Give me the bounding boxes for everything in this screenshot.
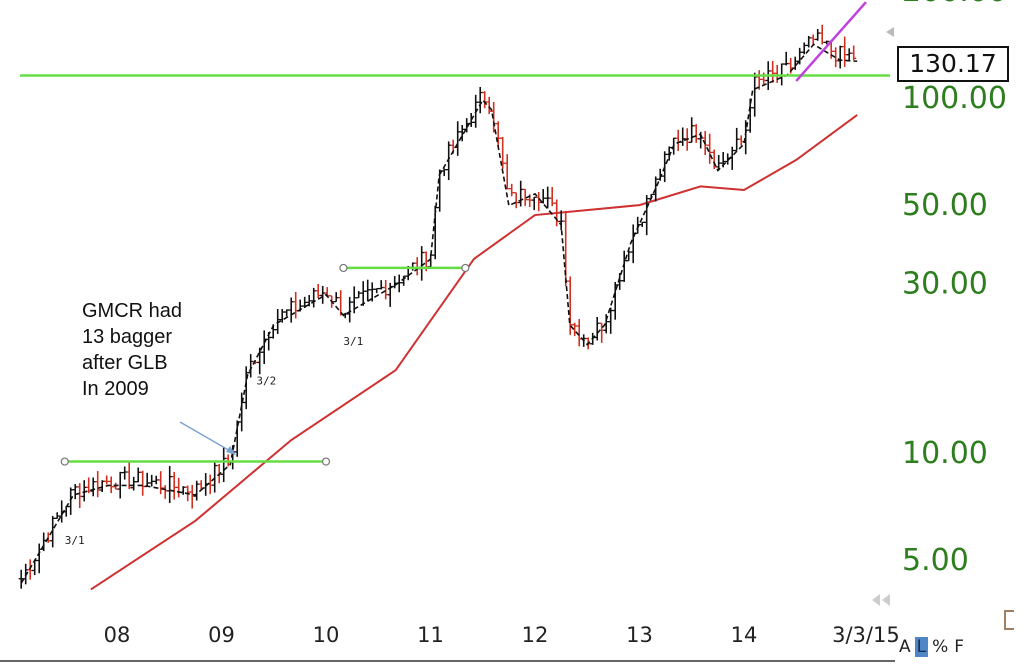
moving-average-line (90, 114, 858, 591)
x-tick-label: 13 (626, 623, 653, 647)
y-tick-label: 10.00 (902, 436, 988, 471)
note-arrow (179, 421, 233, 453)
split-annotation: 3/1 (343, 335, 363, 348)
split-annotation: 3/1 (65, 534, 85, 547)
scroll-left-icon (872, 594, 880, 606)
y-tick-label: 30.00 (902, 267, 988, 302)
x-tick-label: 09 (208, 623, 235, 647)
line-endpoint-marker (321, 457, 331, 466)
y-tick-label: 200.00 (902, 0, 1007, 9)
mode-button-l[interactable]: L (914, 637, 929, 657)
x-tick-label: 08 (104, 623, 131, 647)
y-tick-label: 50.00 (902, 188, 988, 223)
dashed-trend-line (20, 43, 858, 584)
line-endpoint-marker (339, 263, 348, 273)
x-axis-baseline (0, 660, 895, 662)
note-arrow-head (226, 446, 236, 455)
scale-mode-buttons: A L% F (897, 637, 968, 657)
x-tick-label: 11 (417, 623, 444, 647)
scroll-handle-icon[interactable] (1004, 610, 1014, 630)
line-endpoint-marker (461, 263, 470, 273)
mode-button-a[interactable]: A (899, 637, 911, 657)
last-price-box: 130.17 (897, 46, 1009, 82)
line-trend-2015 (795, 1, 867, 82)
mode-button-f[interactable]: F (954, 637, 965, 657)
annotation-note: GMCR had 13 bagger after GLB In 2009 (82, 300, 183, 400)
x-tick-label: 10 (313, 623, 340, 647)
scroll-left-icon (882, 594, 890, 606)
y-tick-label: 100.00 (902, 81, 1007, 116)
mode-button-percent[interactable]: % (932, 637, 949, 657)
line-endpoint-marker (60, 457, 69, 466)
split-annotation: 3/2 (256, 374, 276, 387)
y-tick-label: 5.00 (902, 543, 969, 578)
x-tick-label: 12 (522, 623, 549, 647)
x-tick-label: 14 (731, 623, 758, 647)
x-tick-label: 3/3/15 (832, 623, 900, 647)
price-pointer-icon (886, 27, 894, 37)
